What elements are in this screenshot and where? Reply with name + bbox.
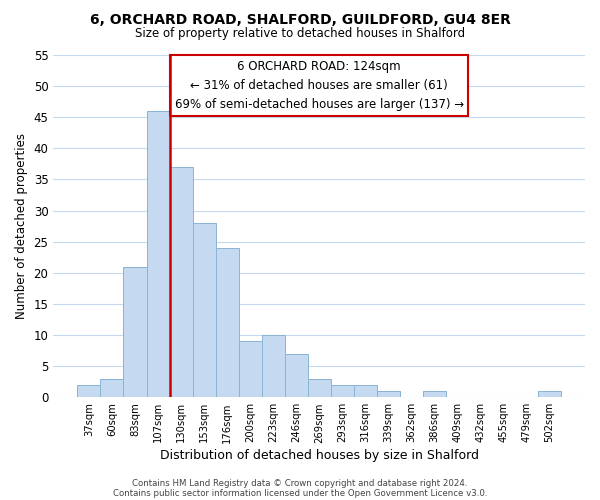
Bar [170, 167, 193, 398]
Y-axis label: Number of detached properties: Number of detached properties [15, 133, 28, 319]
Bar [331, 385, 353, 398]
Bar [284, 354, 308, 398]
Text: Size of property relative to detached houses in Shalford: Size of property relative to detached ho… [135, 28, 465, 40]
Bar [77, 385, 100, 398]
Bar [146, 111, 170, 398]
Text: Contains public sector information licensed under the Open Government Licence v3: Contains public sector information licen… [113, 488, 487, 498]
Bar [353, 385, 377, 398]
Text: Contains HM Land Registry data © Crown copyright and database right 2024.: Contains HM Land Registry data © Crown c… [132, 478, 468, 488]
Bar [538, 391, 561, 398]
Bar [423, 391, 446, 398]
Text: 6 ORCHARD ROAD: 124sqm
← 31% of detached houses are smaller (61)
69% of semi-det: 6 ORCHARD ROAD: 124sqm ← 31% of detached… [175, 60, 464, 111]
Bar [377, 391, 400, 398]
Text: 6, ORCHARD ROAD, SHALFORD, GUILDFORD, GU4 8ER: 6, ORCHARD ROAD, SHALFORD, GUILDFORD, GU… [89, 12, 511, 26]
Bar [262, 335, 284, 398]
Bar [215, 248, 239, 398]
Bar [239, 342, 262, 398]
Bar [124, 266, 146, 398]
Bar [308, 378, 331, 398]
X-axis label: Distribution of detached houses by size in Shalford: Distribution of detached houses by size … [160, 450, 479, 462]
Bar [193, 223, 215, 398]
Bar [100, 378, 124, 398]
